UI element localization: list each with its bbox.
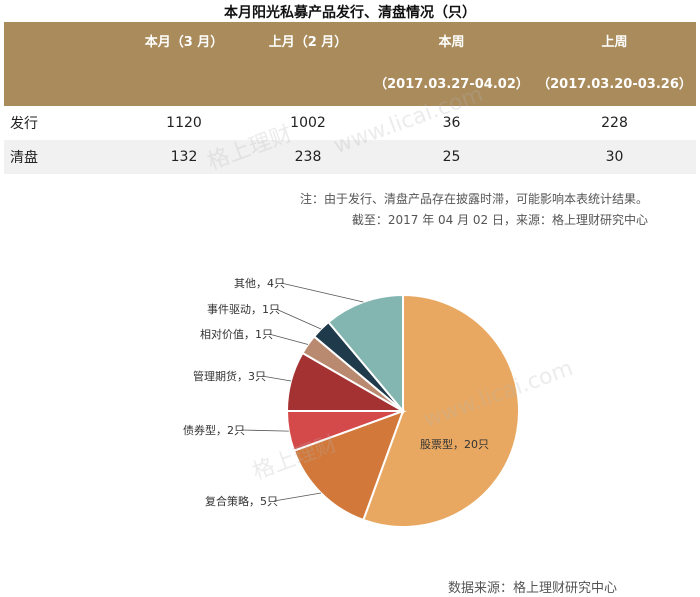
pie-slice-label: 其他，4只: [234, 277, 285, 290]
pie-slice: [362, 293, 520, 528]
table-row: 清盘 132 238 25 30: [4, 140, 696, 174]
table-header-row: 本月（3 月） 上月（2 月） 本周 （2017.03.27-04.02） 上周（…: [4, 22, 696, 106]
table-source-note: 截至：2017 年 04 月 02 日，来源：格上理财研究中心: [351, 213, 648, 227]
table-cell: 228: [533, 106, 696, 140]
header-cell-this-month: 本月（3 月）: [122, 22, 246, 106]
pie-leader-line: [240, 429, 289, 432]
table-cell: 132: [122, 140, 246, 174]
stats-table: 本月（3 月） 上月（2 月） 本周 （2017.03.27-04.02） 上周（…: [4, 22, 696, 174]
table-cell: 36: [370, 106, 533, 140]
header-cell-blank: [4, 22, 122, 106]
pie-slice-label: 债券型，2只: [183, 423, 245, 437]
header-cell-this-week: 本周 （2017.03.27-04.02）: [370, 22, 533, 106]
header-cell-last-week: 上周 （2017.03.20-03.26）: [533, 22, 696, 106]
pie-leader-line: [268, 333, 309, 345]
pie-leader-line: [275, 308, 322, 330]
pie-slice-label: 管理期货，3只: [193, 369, 266, 383]
pie-slice-label: 相对价值，1只: [200, 327, 273, 341]
pie-slice-label: 事件驱动，1只: [207, 303, 280, 316]
data-source: 数据来源：格上理财研究中心: [448, 581, 618, 596]
table-cell: 1120: [122, 106, 246, 140]
header-cell-last-month: 上月（2 月）: [246, 22, 370, 106]
pie-leader-line: [280, 282, 364, 303]
row-label-liquidation: 清盘: [4, 140, 122, 174]
pie-leader-line: [261, 375, 292, 382]
pie-slice: [327, 293, 404, 414]
pie-slice-label: 复合策略，5只: [205, 494, 278, 508]
table-row: 发行 1120 1002 36 228: [4, 106, 696, 140]
pie-slice-label: 股票型，20只: [420, 437, 489, 451]
table-cell: 1002: [246, 106, 370, 140]
table-cell: 238: [246, 140, 370, 174]
row-label-issue: 发行: [4, 106, 122, 140]
table-cell: 25: [370, 140, 533, 174]
table-note: 注：由于发行、清盘产品存在披露时滞，可能影响本表统计结果。: [299, 192, 648, 206]
table-title: 本月阳光私募产品发行、清盘情况（只）: [224, 5, 476, 21]
pie-leader-line: [273, 492, 322, 502]
table-cell: 30: [533, 140, 696, 174]
